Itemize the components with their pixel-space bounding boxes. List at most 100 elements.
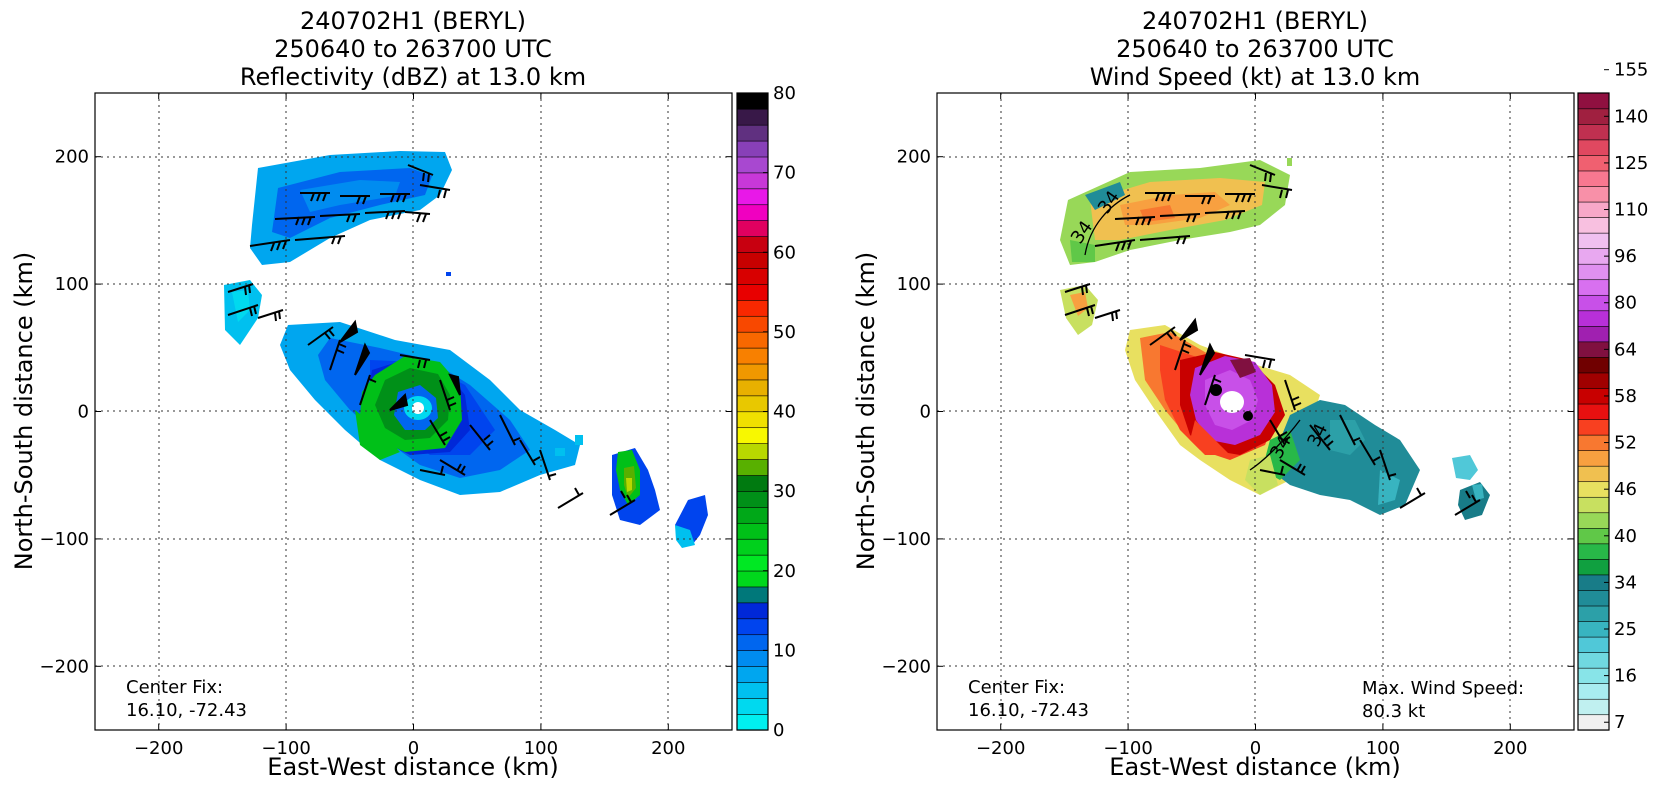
x-tick-label: 200 bbox=[1493, 738, 1527, 759]
scattered-echoes bbox=[1287, 158, 1292, 166]
colorbar-swatch bbox=[736, 586, 769, 604]
colorbar-swatch bbox=[1577, 310, 1610, 327]
reflectivity-panel: 240702H1 (BERYL) 250640 to 263700 UTC Re… bbox=[10, 7, 796, 781]
colorbar-swatch bbox=[1577, 92, 1610, 110]
colorbar-swatch bbox=[1577, 279, 1610, 296]
colorbar-swatch bbox=[736, 681, 769, 699]
colorbar-swatch bbox=[736, 538, 769, 556]
colorbar-tick-label: 34 bbox=[1614, 572, 1637, 593]
colorbar-swatch bbox=[1577, 496, 1610, 514]
colorbar-tick-label: 7 bbox=[1614, 712, 1625, 733]
colorbar-swatch bbox=[1577, 403, 1610, 420]
x-axis-label: East-West distance (km) bbox=[1109, 753, 1400, 781]
colorbar: 155 140 125 110 96 80 64 58 52 46 40 34 25 16 7 bbox=[1577, 60, 1648, 733]
colorbar-swatch bbox=[736, 490, 769, 508]
colorbar-tick-label: 52 bbox=[1614, 433, 1637, 454]
colorbar-swatch bbox=[736, 204, 769, 222]
colorbar-tick-label: 80 bbox=[1614, 293, 1637, 314]
colorbar-tick-label: 140 bbox=[1614, 106, 1648, 127]
colorbar-swatch bbox=[736, 379, 769, 397]
x-axis: −200 −100 0 100 200 bbox=[976, 93, 1527, 759]
y-tick-label: 100 bbox=[897, 274, 931, 295]
colorbar-swatch bbox=[736, 634, 769, 651]
north-band bbox=[250, 151, 452, 265]
colorbar-swatch bbox=[736, 411, 769, 429]
colorbar-swatch bbox=[1577, 698, 1610, 716]
center-fix-label: Center Fix: bbox=[126, 677, 223, 698]
colorbar-tick-label: 96 bbox=[1614, 246, 1637, 267]
colorbar-swatch bbox=[736, 172, 769, 190]
colorbar-swatch bbox=[1577, 170, 1610, 187]
colorbar-swatch bbox=[1577, 589, 1610, 607]
colorbar-swatch bbox=[736, 140, 769, 158]
y-axis: −200 −100 0 100 200 bbox=[40, 147, 732, 677]
y-tick-label: −200 bbox=[40, 656, 89, 677]
contour-34kt bbox=[1084, 194, 1301, 471]
colorbar-swatch bbox=[736, 554, 769, 572]
y-axis-label: North-South distance (km) bbox=[10, 252, 38, 571]
y-tick-label: −100 bbox=[40, 529, 89, 550]
colorbar-swatch bbox=[736, 506, 769, 524]
colorbar-swatch bbox=[736, 522, 769, 540]
colorbar-swatch bbox=[736, 602, 769, 620]
colorbar-swatch bbox=[1577, 450, 1610, 467]
colorbar-tick-label: 58 bbox=[1614, 386, 1637, 407]
chart-title-line2: 250640 to 263700 UTC bbox=[1116, 35, 1394, 63]
x-tick-label: −100 bbox=[261, 738, 310, 759]
colorbar-swatch bbox=[736, 108, 769, 126]
colorbar-swatch bbox=[736, 395, 769, 413]
max-wind-label: Max. Wind Speed: bbox=[1362, 678, 1524, 699]
plot-area: Center Fix: 16.10, -72.43 bbox=[94, 92, 733, 731]
x-tick-label: 0 bbox=[408, 738, 419, 759]
y-tick-label: 0 bbox=[78, 402, 89, 423]
colorbar-swatch bbox=[736, 665, 769, 683]
plot-area: 34 34 34 34 bbox=[936, 92, 1575, 731]
y-tick-label: 200 bbox=[55, 147, 89, 168]
wind-barbs bbox=[1064, 164, 1481, 516]
x-tick-label: 100 bbox=[524, 738, 558, 759]
west-fragment bbox=[224, 280, 262, 345]
colorbar-swatch bbox=[1577, 232, 1610, 249]
colorbar-swatch bbox=[1577, 652, 1610, 669]
x-tick-label: −100 bbox=[1103, 738, 1152, 759]
colorbar-swatch bbox=[1577, 543, 1610, 560]
radar-field bbox=[224, 151, 708, 548]
colorbar-swatch bbox=[736, 363, 769, 381]
colorbar-swatch bbox=[736, 92, 769, 110]
y-tick-label: −200 bbox=[882, 656, 931, 677]
x-axis-label: East-West distance (km) bbox=[267, 753, 558, 781]
colorbar-swatch bbox=[736, 618, 769, 636]
scattered-echoes bbox=[446, 272, 583, 456]
colorbar-swatch bbox=[736, 188, 769, 206]
colorbar-tick-label: 10 bbox=[773, 640, 796, 661]
colorbar-swatch bbox=[1577, 216, 1610, 234]
colorbar-swatch bbox=[736, 650, 769, 667]
far-east-cell bbox=[1452, 455, 1490, 520]
colorbar-swatch bbox=[736, 347, 769, 365]
colorbar-tick-label: 125 bbox=[1614, 153, 1648, 174]
y-tick-label: −100 bbox=[882, 529, 931, 550]
colorbar-swatch bbox=[1577, 418, 1610, 436]
chart-title-line1: 240702H1 (BERYL) bbox=[1142, 7, 1368, 35]
x-tick-label: −200 bbox=[976, 738, 1025, 759]
x-tick-label: 200 bbox=[651, 738, 685, 759]
colorbar-swatch bbox=[736, 283, 769, 301]
colorbar-swatch bbox=[736, 474, 769, 492]
colorbar-swatch bbox=[1577, 558, 1610, 576]
colorbar-tick-label: 80 bbox=[773, 83, 796, 104]
colorbar-swatch bbox=[1577, 263, 1610, 281]
y-tick-label: 200 bbox=[897, 147, 931, 168]
colorbar-tick-label: 40 bbox=[773, 402, 796, 423]
colorbar-swatch bbox=[1577, 123, 1610, 141]
colorbar-swatch bbox=[736, 443, 769, 460]
y-tick-label: 0 bbox=[920, 402, 931, 423]
grid bbox=[95, 93, 732, 730]
colorbar-tick-label: 64 bbox=[1614, 339, 1637, 360]
colorbar-swatch bbox=[736, 236, 769, 253]
colorbar: 80 70 60 50 40 30 20 10 0 bbox=[736, 83, 796, 741]
colorbar-swatch bbox=[736, 570, 769, 588]
colorbar-swatch bbox=[736, 697, 769, 715]
colorbar-swatch bbox=[736, 220, 769, 237]
colorbar-swatch bbox=[1577, 683, 1610, 700]
